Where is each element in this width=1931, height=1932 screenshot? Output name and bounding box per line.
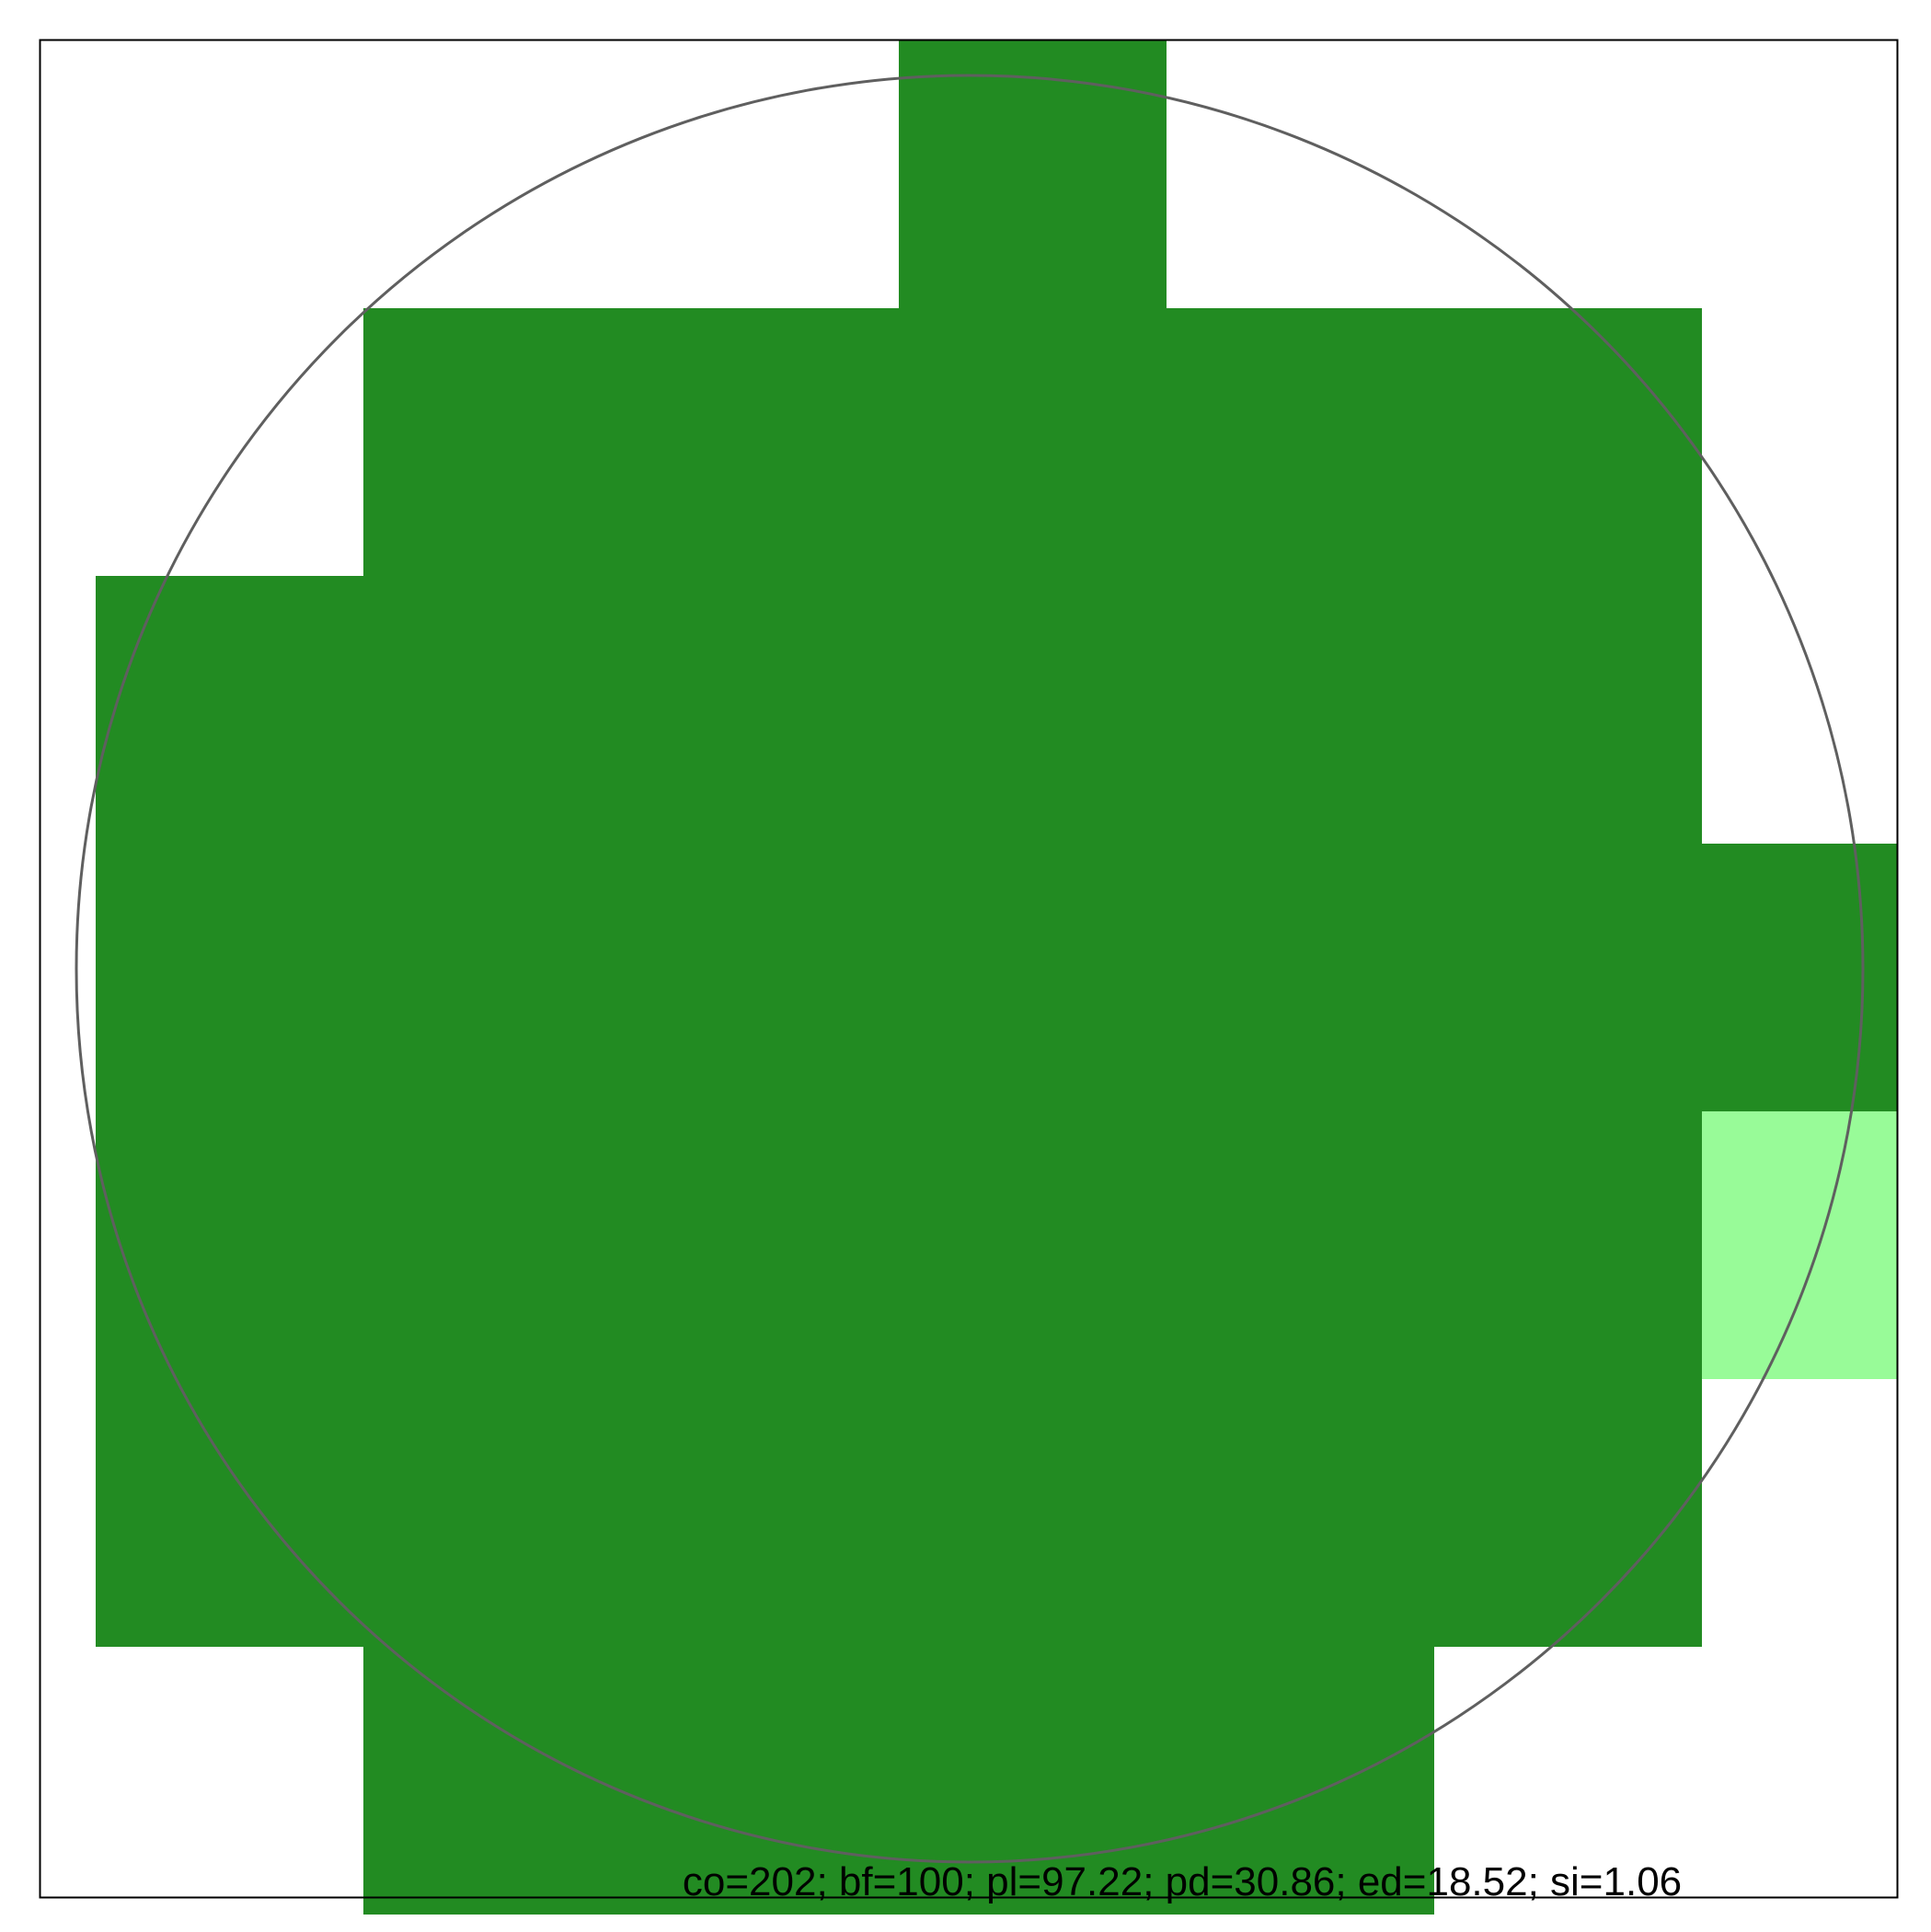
grid-cell-dark — [1167, 844, 1434, 1111]
grid-cell-dark — [363, 576, 631, 844]
cell-grid — [96, 40, 1898, 1915]
grid-cell-dark — [1167, 1647, 1434, 1915]
reference-circle — [75, 74, 1865, 1864]
grid-cell-dark — [899, 308, 1167, 576]
grid-cell-dark — [96, 1111, 363, 1379]
grid-cell-dark — [1434, 1379, 1702, 1647]
grid-cell-dark — [631, 1647, 899, 1915]
grid-cell-light — [1702, 1111, 1898, 1379]
grid-cell-dark — [363, 1647, 631, 1915]
grid-cell-dark — [899, 1379, 1167, 1647]
grid-cell-dark — [899, 1111, 1167, 1379]
grid-cell-dark — [899, 1647, 1167, 1915]
grid-cell-dark — [96, 1379, 363, 1647]
stats-label: co=202; bf=100; pl=97.22; pd=30.86; ed=1… — [683, 1859, 1682, 1904]
grid-cell-dark — [631, 1111, 899, 1379]
grid-cell-dark — [1167, 308, 1434, 576]
grid-cell-dark — [899, 576, 1167, 844]
grid-cell-dark — [1167, 576, 1434, 844]
grid-cell-dark — [363, 1111, 631, 1379]
grid-cell-dark — [899, 844, 1167, 1111]
grid-cell-dark — [363, 308, 631, 576]
grid-cell-dark — [1434, 576, 1702, 844]
grid-cell-dark — [1434, 308, 1702, 576]
grid-cell-dark — [96, 844, 363, 1111]
grid-cell-dark — [363, 1379, 631, 1647]
grid-cell-dark — [1434, 1111, 1702, 1379]
grid-cell-dark — [631, 576, 899, 844]
grid-cell-dark — [899, 40, 1167, 308]
grid-cell-dark — [631, 844, 899, 1111]
grid-cell-dark — [1167, 1379, 1434, 1647]
grid-cell-dark — [363, 844, 631, 1111]
grid-cell-dark — [1167, 1111, 1434, 1379]
plot-frame — [39, 39, 1899, 1899]
grid-cell-dark — [631, 308, 899, 576]
grid-cell-dark — [631, 1379, 899, 1647]
grid-cell-dark — [1702, 844, 1898, 1111]
grid-cell-dark — [96, 576, 363, 844]
grid-cell-dark — [1434, 844, 1702, 1111]
